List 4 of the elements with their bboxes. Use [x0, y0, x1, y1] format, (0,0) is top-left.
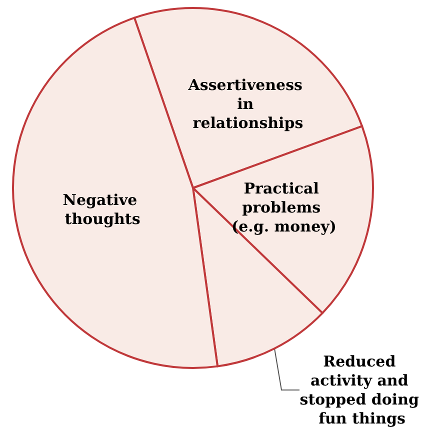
slice-label: Reduced activity and stopped doing fun things — [300, 352, 424, 428]
slice-label: Practical problems (e.g. money) — [232, 179, 336, 236]
slice-label: Assertiveness in relationships — [187, 76, 308, 132]
slice-label: Negative thoughts — [62, 191, 142, 228]
